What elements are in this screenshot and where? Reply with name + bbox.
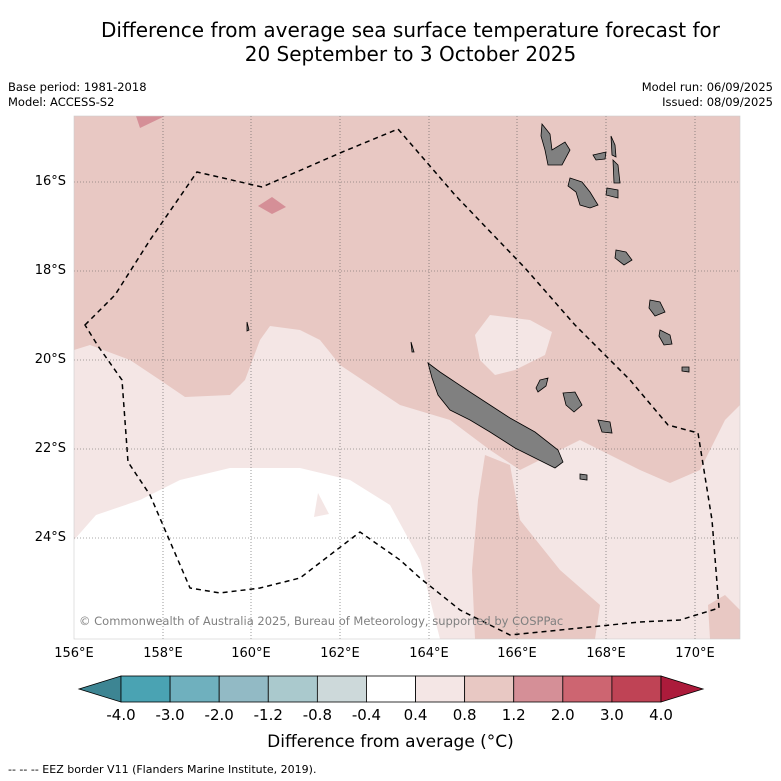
base-period: Base period: 1981-2018 bbox=[8, 80, 147, 94]
colorbar-tick-label: -3.0 bbox=[155, 706, 185, 724]
colorbar-segment bbox=[267, 675, 318, 703]
anomaly-warm-patch-1 bbox=[136, 116, 165, 128]
colorbar-tick-label: -4.0 bbox=[106, 706, 136, 724]
eez-border bbox=[84, 128, 720, 636]
colorbar-segment bbox=[366, 675, 416, 703]
colorbar-segment bbox=[513, 675, 564, 703]
lon-label-158e: 158°E bbox=[143, 646, 183, 661]
colorbar-segment bbox=[415, 675, 466, 703]
lon-label-164e: 164°E bbox=[409, 646, 449, 661]
lat-label-24s: 24°S bbox=[34, 530, 66, 545]
vanuatu-efate bbox=[614, 249, 633, 266]
vanuatu-tanna bbox=[658, 329, 673, 346]
loyalty-mare bbox=[597, 419, 613, 434]
lon-label-166e: 166°E bbox=[497, 646, 537, 661]
lat-label-20s: 20°S bbox=[34, 352, 66, 367]
lat-label-16s: 16°S bbox=[34, 174, 66, 189]
anomaly-near-average-region bbox=[74, 468, 440, 639]
colorbar-tick-label: -1.2 bbox=[253, 706, 283, 724]
landmasses bbox=[246, 122, 690, 481]
colorbar-segment bbox=[218, 675, 269, 703]
lon-label-156e: 156°E bbox=[54, 646, 94, 661]
map-frame bbox=[73, 115, 741, 640]
map-title: Difference from average sea surface temp… bbox=[20, 18, 781, 66]
anomaly-southern-tongue bbox=[472, 455, 600, 639]
anomaly-small-patch bbox=[314, 493, 329, 517]
lon-label-160e: 160°E bbox=[231, 646, 271, 661]
colorbar-tick-label: 2.0 bbox=[550, 706, 575, 724]
colorbar-segment bbox=[169, 675, 220, 703]
colorbar-extension-low bbox=[77, 675, 122, 703]
colorbar-segment bbox=[611, 675, 662, 703]
copyright-notice: © Commonwealth of Australia 2025, Bureau… bbox=[79, 614, 564, 628]
metadata-left: Base period: 1981-2018 Model: ACCESS-S2 bbox=[8, 80, 147, 110]
loyalty-ouvea bbox=[535, 377, 549, 393]
vanuatu-malekula bbox=[567, 177, 599, 209]
anomaly-southeast-patch bbox=[708, 595, 740, 639]
loyalty-lifou bbox=[562, 391, 583, 413]
model-name: Model: ACCESS-S2 bbox=[8, 95, 115, 109]
colorbar-tick-label: 3.0 bbox=[599, 706, 624, 724]
title-line-1: Difference from average sea surface temp… bbox=[100, 18, 720, 42]
vanuatu-island-b bbox=[610, 135, 617, 158]
new-caledonia bbox=[427, 361, 564, 469]
lat-label-18s: 18°S bbox=[34, 263, 66, 278]
lat-label-22s: 22°S bbox=[34, 441, 66, 456]
vanuatu-erromango bbox=[648, 299, 666, 317]
colorbar-tick-label: -0.8 bbox=[302, 706, 332, 724]
vanuatu-aneityum bbox=[681, 366, 690, 373]
eez-legend-footer: -- -- -- EEZ border V11 (Flanders Marine… bbox=[8, 763, 317, 776]
colorbar-tick-label: 4.0 bbox=[649, 706, 673, 724]
model-run: Model run: 06/09/2025 bbox=[641, 80, 773, 94]
chesterfield-islets bbox=[246, 321, 250, 332]
vanuatu-island-a bbox=[592, 151, 607, 161]
colorbar-segment bbox=[464, 675, 515, 703]
colorbar-tick-label: 0.4 bbox=[403, 706, 428, 724]
anomaly-0-8-to-1-2-region bbox=[74, 116, 740, 483]
title-line-2: 20 September to 3 October 2025 bbox=[244, 42, 577, 66]
colorbar-tick-label: 0.8 bbox=[452, 706, 477, 724]
colorbar-segment bbox=[316, 675, 367, 703]
colorbar-extension-high bbox=[660, 675, 705, 703]
map-body bbox=[74, 116, 740, 639]
vanuatu-espiritu-santo bbox=[540, 122, 571, 166]
colorbar-tick-label: 1.2 bbox=[501, 706, 526, 724]
colorbar-title: Difference from average (°C) bbox=[267, 732, 514, 752]
lon-label-168e: 168°E bbox=[586, 646, 626, 661]
colorbar-tick-label: -0.4 bbox=[351, 706, 382, 724]
metadata-right: Model run: 06/09/2025 Issued: 08/09/2025 bbox=[642, 80, 773, 110]
graticule bbox=[74, 116, 740, 639]
colorbar-tick-label: -2.0 bbox=[204, 706, 234, 724]
vanuatu-island-c bbox=[605, 187, 619, 199]
vanuatu-island-d bbox=[612, 158, 621, 184]
anomaly-warm-patch-2 bbox=[258, 197, 286, 214]
colorbar-segment bbox=[562, 675, 613, 703]
lon-label-162e: 162°E bbox=[320, 646, 360, 661]
issued-date: Issued: 08/09/2025 bbox=[662, 95, 773, 109]
colorbar-segment bbox=[120, 675, 171, 703]
belep-islands bbox=[410, 341, 415, 353]
colorbar bbox=[77, 675, 705, 703]
lon-label-170e: 170°E bbox=[675, 646, 715, 661]
isle-of-pines bbox=[579, 473, 588, 481]
